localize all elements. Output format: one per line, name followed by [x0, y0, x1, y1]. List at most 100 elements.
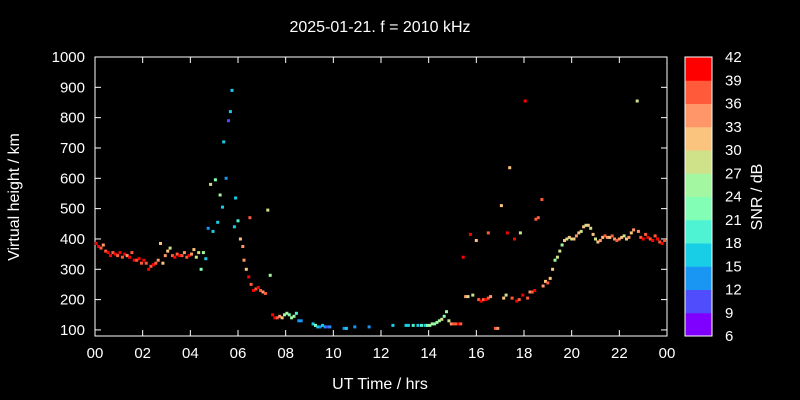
data-point [221, 205, 224, 209]
colorbar-tick-label: 42 [725, 49, 742, 66]
data-point [118, 251, 122, 255]
y-tick-label: 100 [60, 322, 85, 339]
data-point [168, 246, 172, 250]
x-tick-label: 18 [516, 345, 533, 362]
y-tick-label: 200 [60, 292, 85, 309]
data-point [190, 252, 193, 256]
data-point [459, 322, 463, 326]
data-point [435, 320, 439, 324]
data-point [273, 316, 277, 320]
data-point [185, 255, 189, 259]
data-point [238, 237, 242, 241]
colorbar-label: SNR / dB [749, 164, 766, 231]
data-point [586, 223, 590, 227]
data-point [521, 293, 525, 297]
colorbar-frame [684, 56, 713, 337]
data-point [159, 242, 162, 245]
data-point [259, 289, 263, 292]
data-point [227, 119, 230, 123]
x-axis: 00 02 04 06 08 10 12 14 16 18 20 22 00 [87, 57, 676, 362]
data-point [161, 261, 165, 265]
y-axis-label: Virtual height / km [6, 133, 23, 261]
data-point [615, 239, 619, 242]
x-tick-label: 02 [134, 345, 151, 362]
data-point [411, 323, 415, 327]
colorbar-segment [685, 126, 712, 151]
data-point [530, 290, 534, 294]
data-point [555, 255, 559, 259]
chart-title: 2025-01-21. f = 2010 kHz [289, 19, 470, 36]
colorbar-tick-label: 6 [725, 328, 733, 345]
data-point [201, 251, 205, 255]
data-point [130, 251, 134, 255]
data-point [280, 316, 284, 320]
data-point [228, 110, 232, 114]
data-point [311, 322, 315, 326]
data-point [423, 323, 427, 327]
data-point [416, 323, 420, 327]
data-point [135, 258, 139, 262]
data-point [513, 237, 516, 241]
data-point [199, 267, 203, 271]
data-point [466, 295, 470, 299]
colorbar-tick-label: 18 [725, 235, 742, 252]
data-point [178, 254, 182, 258]
data-point [132, 258, 136, 262]
data-point [182, 251, 186, 255]
y-tick-label: 900 [60, 79, 85, 96]
data-point [510, 296, 514, 300]
x-tick-label: 00 [659, 345, 676, 362]
data-point [641, 237, 645, 241]
data-point [109, 254, 112, 258]
data-point [230, 88, 234, 92]
colorbar-tick-label: 15 [725, 258, 742, 275]
data-point [180, 254, 184, 258]
data-point [248, 216, 252, 220]
data-point [632, 228, 636, 232]
data-point [175, 252, 179, 256]
data-point [147, 267, 151, 271]
data-point [342, 326, 346, 330]
data-point [120, 255, 124, 259]
x-tick-label: 16 [468, 345, 485, 362]
colorbar-segment [685, 150, 712, 174]
data-point [106, 251, 110, 255]
data-point [617, 237, 621, 241]
data-point [244, 267, 248, 271]
data-point [242, 258, 246, 262]
data-point [653, 234, 657, 238]
data-point [192, 248, 196, 252]
data-point [275, 316, 279, 320]
data-point [428, 323, 432, 327]
data-point [610, 234, 614, 238]
data-point [591, 232, 595, 236]
data-point [328, 325, 332, 329]
x-tick-label: 00 [87, 345, 104, 362]
data-point [639, 235, 643, 239]
data-point [584, 223, 588, 227]
data-point [625, 237, 628, 241]
data-point [656, 237, 659, 241]
data-point [613, 237, 617, 241]
data-point [209, 182, 213, 186]
data-point [344, 326, 348, 330]
data-point [171, 254, 174, 258]
data-point [128, 255, 132, 259]
x-tick-label: 22 [611, 345, 628, 362]
colorbar-segment [685, 312, 712, 337]
data-point [194, 255, 198, 259]
data-point [589, 226, 593, 230]
data-point [236, 219, 240, 223]
data-point [116, 254, 120, 258]
data-point [294, 311, 298, 315]
x-tick-label: 08 [277, 345, 294, 362]
colorbar-segment [685, 80, 712, 104]
colorbar-segment [685, 219, 712, 244]
data-point [125, 254, 129, 258]
data-point [268, 273, 272, 277]
data-point [528, 290, 532, 294]
data-point [232, 225, 236, 229]
data-point [663, 239, 667, 242]
data-point [241, 245, 245, 248]
